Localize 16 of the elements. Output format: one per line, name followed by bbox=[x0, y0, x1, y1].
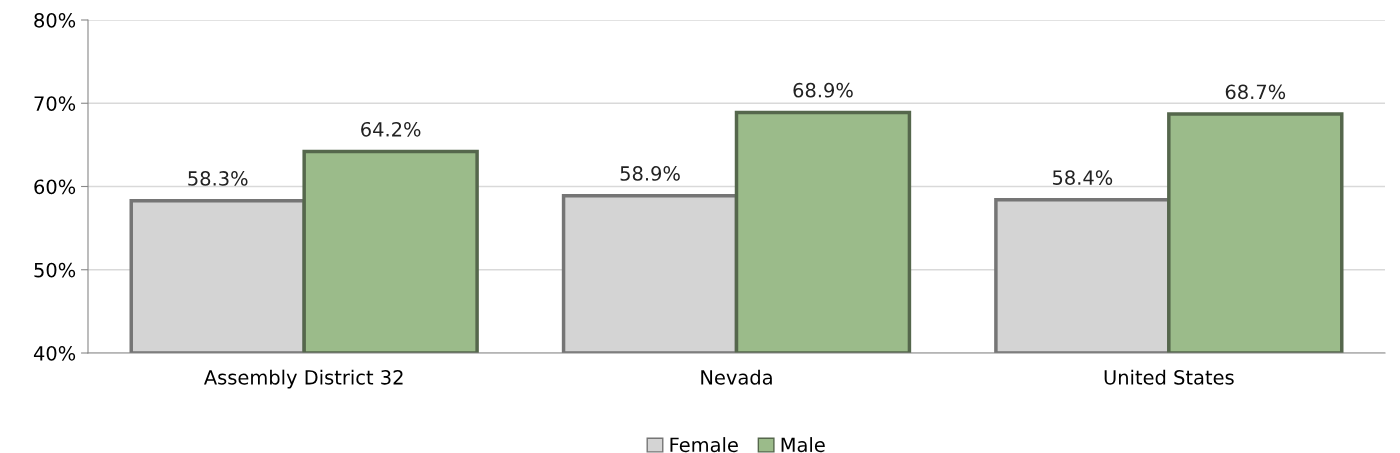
y-tick-label: 60% bbox=[34, 179, 76, 195]
data-label: 68.9% bbox=[793, 82, 853, 98]
y-tick-label: 80% bbox=[34, 12, 76, 28]
y-tick-label: 40% bbox=[33, 345, 76, 361]
x-tick-label: Assembly District 32 bbox=[203, 369, 403, 389]
data-label: 64.2% bbox=[361, 121, 421, 137]
x-tick-label: United States bbox=[1104, 369, 1234, 385]
data-label: 58.4% bbox=[1052, 170, 1113, 185]
data-label: 58.9% bbox=[620, 166, 680, 181]
data-label: 58.3% bbox=[188, 171, 248, 186]
x-tick-label: Nevada bbox=[701, 369, 772, 385]
legend-label: Male bbox=[781, 437, 825, 453]
y-tick-label: 70% bbox=[34, 96, 76, 111]
data-label: 68.7% bbox=[1225, 84, 1286, 100]
y-tick-label: 50% bbox=[34, 262, 76, 278]
legend-label: Female bbox=[670, 437, 738, 453]
